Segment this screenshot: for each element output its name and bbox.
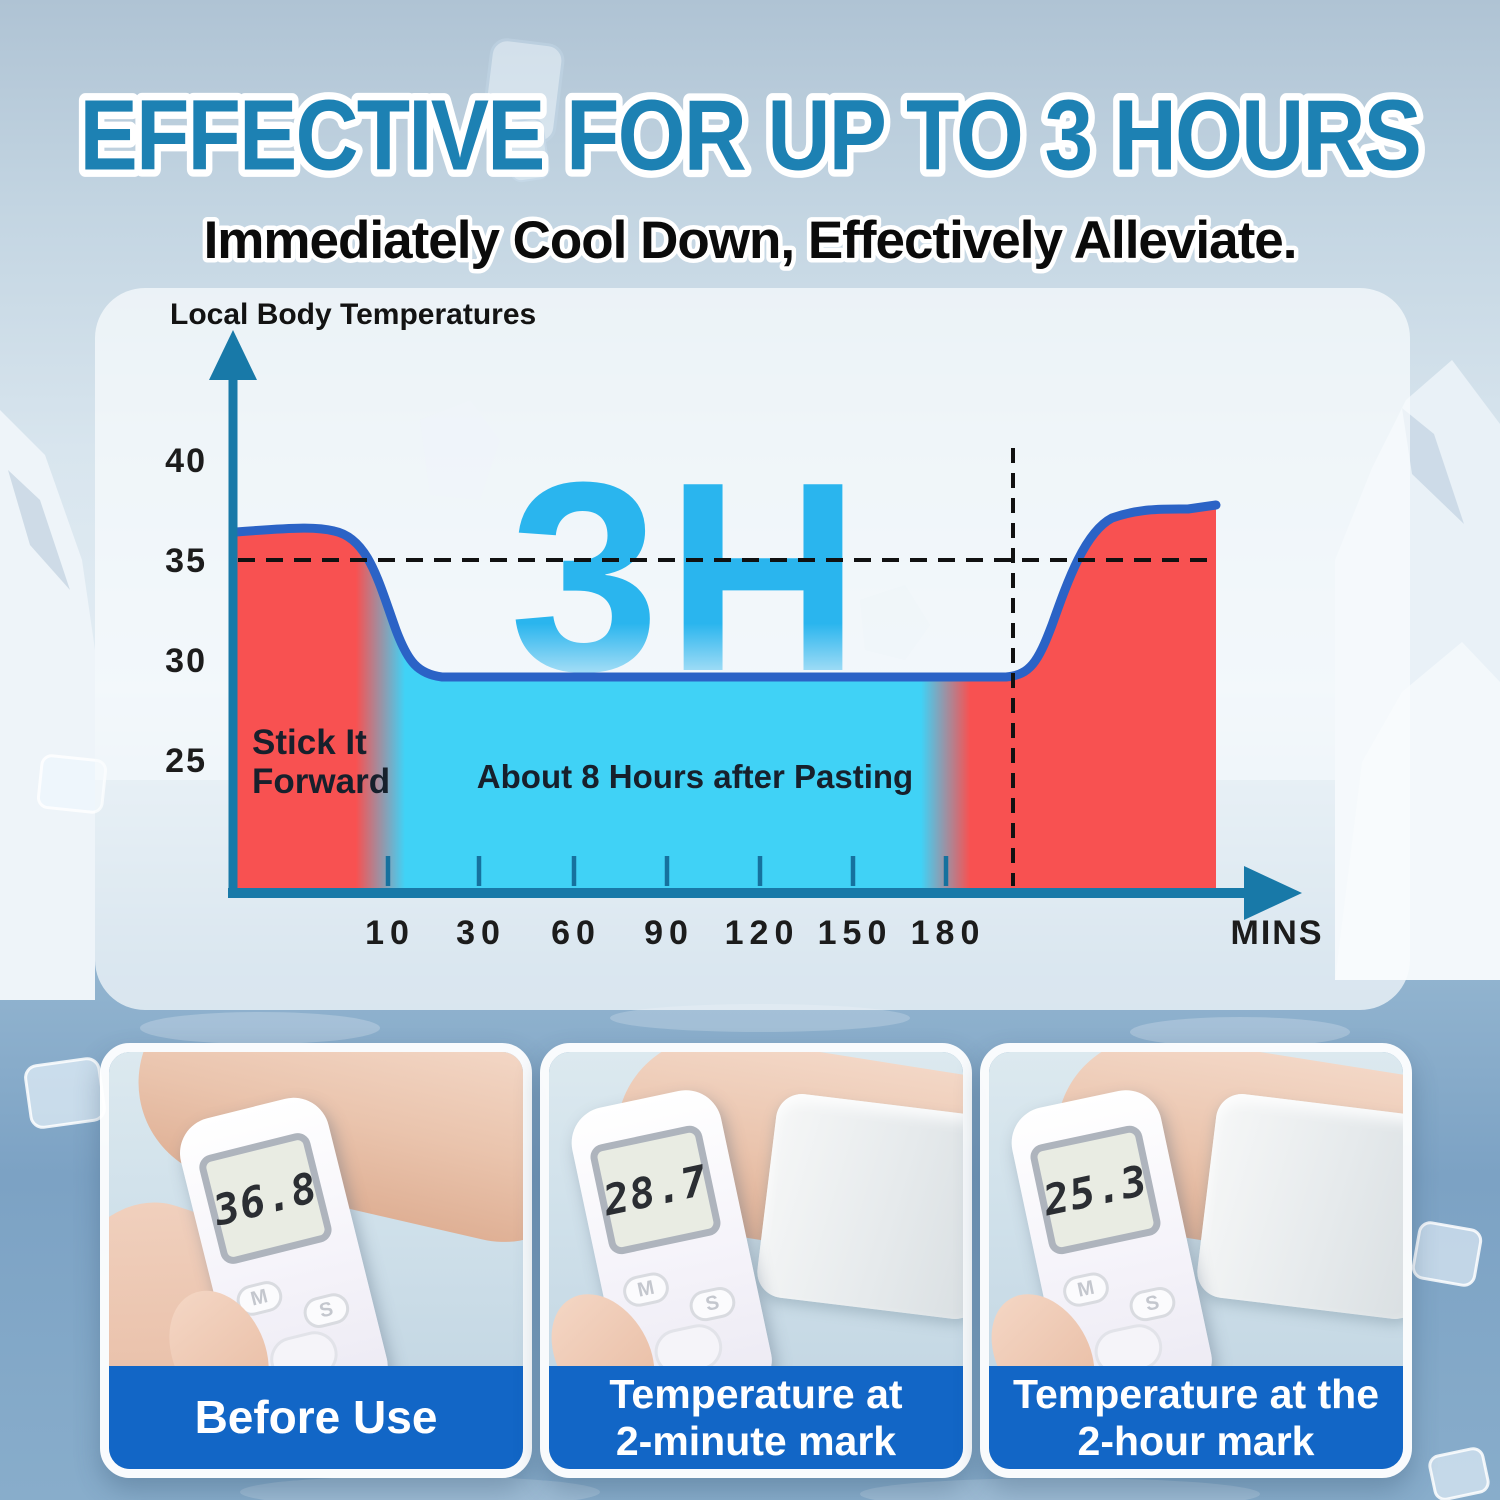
temperature-reading: 25.3 <box>1038 1155 1153 1225</box>
x-tick-90: 90 <box>644 914 694 952</box>
thermometer-m-button: M <box>1060 1269 1112 1310</box>
photo-card-before-use: 36.8 M S Before Use <box>100 1043 532 1478</box>
header: EFFECTIVE FOR UP TO 3 HOURS Immediately … <box>73 72 1429 275</box>
y-axis-arrowhead <box>209 330 257 380</box>
x-tick-10: 10 <box>365 914 415 952</box>
photo-card-2-hour: 25.3 M S Temperature at the 2-hour mark <box>980 1043 1412 1478</box>
caption-line-1: Before Use <box>194 1390 438 1443</box>
thermometer-s-button: S <box>300 1290 353 1332</box>
thermometer-screen: 28.7 <box>588 1123 723 1257</box>
left-mountain-ridge <box>8 470 70 590</box>
thermometer-s-button: S <box>1126 1284 1179 1325</box>
photo-caption: Temperature at the 2-hour mark <box>989 1366 1403 1469</box>
x-tick-60: 60 <box>551 914 601 952</box>
photo-scene: 25.3 M S <box>989 1052 1403 1366</box>
y-tick-40: 40 <box>165 442 207 480</box>
y-tick-labels: 40 35 30 25 <box>165 442 207 780</box>
card-ice-decor <box>420 400 930 660</box>
thermometer-scan-button <box>650 1320 727 1366</box>
thermometer-screen: 25.3 <box>1028 1123 1163 1257</box>
thermometer-screen: 36.8 <box>196 1130 335 1267</box>
right-mountain-ridge <box>1402 408 1464 524</box>
temperature-reading: 36.8 <box>208 1162 323 1236</box>
thermometer-scan-button <box>1090 1320 1167 1366</box>
photo-card-2-minute: 28.7 M S Temperature at 2-minute mark <box>540 1043 972 1478</box>
thermometer-m-button: M <box>620 1269 672 1310</box>
thermometer-s-button: S <box>686 1284 739 1325</box>
temperature-chart: Local Body Temperatures 3H 40 35 30 25 <box>165 298 1324 952</box>
page-title: EFFECTIVE FOR UP TO 3 HOURS <box>80 79 1421 191</box>
temperature-reading: 28.7 <box>598 1155 713 1225</box>
x-tick-labels: 10 30 60 90 120 150 180 <box>365 914 986 952</box>
x-tick-180: 180 <box>911 914 986 952</box>
axes <box>209 330 1302 920</box>
x-tick-30: 30 <box>456 914 506 952</box>
red-zone-label-line2: Forward <box>252 762 390 801</box>
photo-scene: 36.8 M S <box>109 1052 523 1366</box>
x-axis-arrowhead <box>1244 866 1302 920</box>
x-axis-unit-label: MINS <box>1231 914 1324 952</box>
floating-ice-chunks <box>24 754 1490 1500</box>
red-zone-label-line1: Stick It <box>252 723 367 762</box>
page-subtitle: Immediately Cool Down, Effectively Allev… <box>204 211 1297 270</box>
photo-caption: Before Use <box>109 1366 523 1469</box>
y-tick-25: 25 <box>165 742 207 780</box>
y-tick-30: 30 <box>165 642 207 680</box>
caption-line-1: Temperature at the <box>1012 1371 1380 1418</box>
x-axis-ticks <box>385 856 949 886</box>
caption-line-1: Temperature at <box>609 1371 903 1418</box>
left-mountain <box>0 410 95 1000</box>
x-tick-120: 120 <box>725 914 800 952</box>
y-tick-35: 35 <box>165 542 207 580</box>
chart-axis-title: Local Body Temperatures <box>170 298 536 331</box>
cooling-patch <box>1194 1091 1403 1322</box>
temperature-curve <box>231 500 1221 682</box>
photo-scene: 28.7 M S <box>549 1052 963 1366</box>
blue-zone-label: About 8 Hours after Pasting <box>477 758 913 795</box>
caption-line-2: 2-hour mark <box>1077 1417 1315 1464</box>
zone-labels: Stick It Forward About 8 Hours after Pas… <box>252 723 913 801</box>
photo-caption: Temperature at 2-minute mark <box>549 1366 963 1469</box>
x-tick-150: 150 <box>818 914 893 952</box>
cooling-patch <box>754 1091 963 1322</box>
thermometer-scan-button <box>265 1326 343 1366</box>
ice-cube-top <box>481 38 565 183</box>
temperature-area-fill <box>236 505 1216 888</box>
caption-line-2: 2-minute mark <box>615 1417 897 1464</box>
